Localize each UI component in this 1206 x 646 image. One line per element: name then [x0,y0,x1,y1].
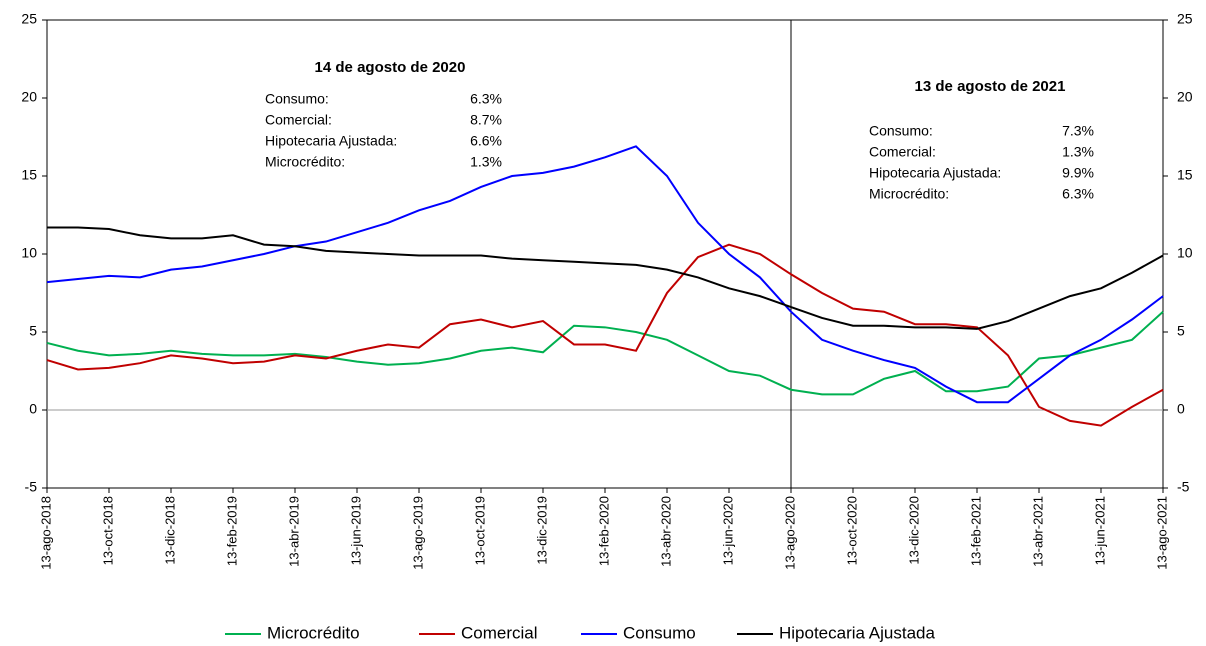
x-tick-label: 13-dic-2019 [534,496,549,565]
y2-tick-label: 20 [1177,89,1193,105]
legend-label: Microcrédito [267,623,360,642]
annotation-label: Comercial: [869,144,936,160]
x-tick-label: 13-ago-2018 [38,496,53,570]
x-tick-label: 13-oct-2019 [472,496,487,565]
y-tick-label: 5 [29,323,37,339]
x-tick-label: 13-feb-2019 [224,496,239,566]
series-line [46,243,1164,427]
series-line [46,310,1164,396]
annotation-value: 7.3% [1062,123,1094,139]
y-tick-label: 10 [21,245,37,261]
annotation-label: Hipotecaria Ajustada: [869,165,1001,181]
legend-label: Consumo [623,623,696,642]
annotation-title: 14 de agosto de 2020 [315,59,466,76]
x-tick-label: 13-jun-2019 [348,496,363,565]
y-tick-label: 15 [21,167,37,183]
series-line [46,145,1164,404]
annotation-value: 8.7% [470,112,502,128]
x-tick-label: 13-abr-2021 [1030,496,1045,567]
x-tick-label: 13-abr-2020 [658,496,673,567]
annotation-label: Consumo: [869,123,933,139]
annotation-value: 6.3% [1062,186,1094,202]
y-tick-label: -5 [25,479,38,495]
y2-tick-label: 25 [1177,11,1193,27]
y2-tick-label: 5 [1177,323,1185,339]
annotation-label: Hipotecaria Ajustada: [265,133,397,149]
x-tick-label: 13-ago-2021 [1154,496,1169,570]
y2-tick-label: 0 [1177,401,1185,417]
x-tick-label: 13-abr-2019 [286,496,301,567]
y-tick-label: 0 [29,401,37,417]
x-tick-label: 13-dic-2018 [162,496,177,565]
y-tick-label: 20 [21,89,37,105]
annotation-label: Comercial: [265,112,332,128]
annotation-value: 9.9% [1062,165,1094,181]
annotation-value: 1.3% [470,154,502,170]
x-tick-label: 13-feb-2021 [968,496,983,566]
series-line [47,226,1164,330]
x-tick-label: 13-ago-2020 [782,496,797,570]
x-tick-label: 13-feb-2020 [596,496,611,566]
annotation-label: Consumo: [265,91,329,107]
annotation-value: 6.6% [470,133,502,149]
annotation-title: 13 de agosto de 2021 [915,78,1066,95]
annotation-label: Microcrédito: [869,186,949,202]
x-tick-label: 13-oct-2018 [100,496,115,565]
x-tick-label: 13-jun-2020 [720,496,735,565]
annotation-value: 6.3% [470,91,502,107]
x-tick-label: 13-dic-2020 [906,496,921,565]
x-tick-label: 13-jun-2021 [1092,496,1107,565]
y2-tick-label: 15 [1177,167,1193,183]
x-tick-label: 13-oct-2020 [844,496,859,565]
y2-tick-label: -5 [1177,479,1190,495]
annotation-label: Microcrédito: [265,154,345,170]
annotation-value: 1.3% [1062,144,1094,160]
y-tick-label: 25 [21,11,37,27]
legend-label: Comercial [461,623,538,642]
y2-tick-label: 10 [1177,245,1193,261]
legend-label: Hipotecaria Ajustada [779,623,935,642]
x-tick-label: 13-ago-2019 [410,496,425,570]
